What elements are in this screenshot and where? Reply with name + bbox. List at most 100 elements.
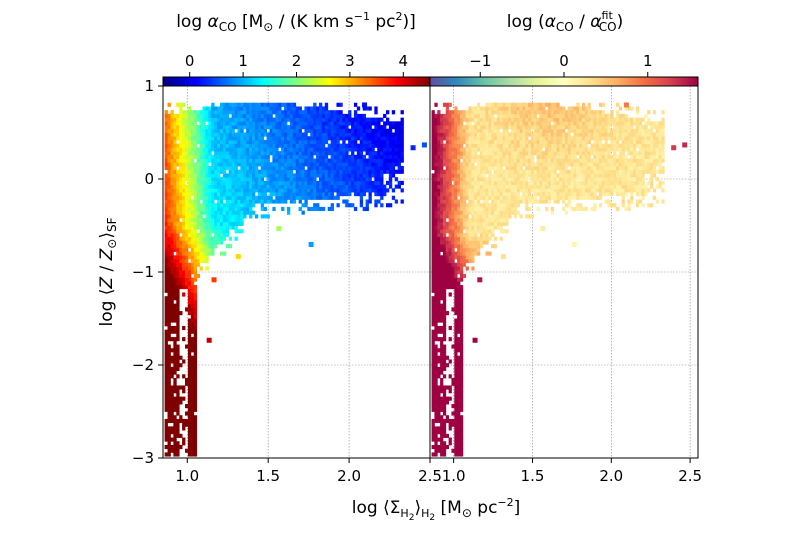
heatmap-cell	[187, 203, 192, 208]
heatmap-cell	[167, 322, 171, 327]
heatmap-cell	[440, 441, 444, 446]
heatmap-cell	[457, 389, 461, 394]
heatmap-cell	[448, 262, 452, 267]
heatmap-cell	[533, 106, 537, 111]
heatmap-cell	[190, 180, 195, 185]
heatmap-cell	[457, 210, 461, 215]
heatmap-cell	[295, 136, 300, 141]
heatmap-cell	[431, 188, 435, 193]
heatmap-cell	[208, 106, 212, 111]
heatmap-cell	[502, 117, 506, 122]
heatmap-cell	[362, 143, 366, 148]
heatmap-cell	[260, 199, 265, 204]
heatmap-cell	[457, 125, 461, 130]
heatmap-cell	[459, 251, 464, 256]
heatmap-cell	[336, 169, 340, 174]
heatmap-cell	[289, 177, 294, 182]
heatmap-cell	[313, 165, 317, 171]
heatmap-cell	[217, 162, 221, 167]
heatmap-cell	[516, 188, 520, 193]
heatmap-cell	[445, 106, 450, 111]
heatmap-cell	[211, 121, 215, 126]
heatmap-cell	[205, 203, 209, 208]
heatmap-cell	[434, 143, 438, 148]
heatmap-cell	[437, 374, 441, 379]
heatmap-cell	[295, 173, 300, 178]
heatmap-cell	[457, 132, 461, 137]
heatmap-cell	[170, 236, 174, 241]
heatmap-cell	[496, 154, 501, 159]
heatmap-cell	[476, 106, 481, 111]
heatmap-cell	[182, 221, 186, 226]
heatmap-cell	[176, 441, 180, 446]
heatmap-cell	[219, 232, 224, 238]
heatmap-cell	[437, 139, 441, 145]
heatmap-cell	[485, 165, 489, 171]
heatmap-cell	[196, 162, 200, 167]
heatmap-cell	[313, 206, 317, 212]
heatmap-cell	[193, 199, 198, 204]
heatmap-cell	[260, 203, 265, 208]
heatmap-cell	[307, 110, 311, 115]
heatmap-cell	[176, 407, 180, 412]
heatmap-cell	[182, 139, 186, 145]
heatmap-cell	[222, 206, 227, 212]
heatmap-cell	[440, 113, 444, 119]
heatmap-cell	[187, 225, 192, 230]
heatmap-cell	[545, 177, 549, 182]
heatmap-cell	[576, 180, 580, 185]
heatmap-cell	[176, 232, 180, 238]
heatmap-cell	[275, 173, 279, 178]
heatmap-cell	[513, 151, 518, 156]
heatmap-cell	[445, 262, 450, 267]
heatmap-cell	[494, 136, 498, 141]
heatmap-cell	[556, 151, 560, 156]
heatmap-cell	[491, 102, 495, 107]
heatmap-cell	[214, 113, 218, 119]
heatmap-cell	[522, 139, 526, 145]
heatmap-cell	[474, 251, 478, 256]
heatmap-cell	[454, 147, 458, 152]
heatmap-cell	[193, 121, 198, 126]
heatmap-cell	[260, 158, 265, 163]
heatmap-cell	[542, 113, 546, 119]
heatmap-cell	[190, 147, 195, 152]
heatmap-cell	[234, 125, 238, 130]
heatmap-cell	[260, 206, 265, 212]
heatmap-cell	[211, 277, 217, 283]
heatmap-cell	[440, 125, 444, 130]
heatmap-cell	[440, 229, 444, 234]
heatmap-cell	[313, 158, 317, 163]
heatmap-cell	[301, 177, 305, 182]
heatmap-cell	[260, 154, 265, 159]
heatmap-cell	[362, 147, 366, 152]
heatmap-cell	[164, 426, 168, 431]
heatmap-cell	[559, 121, 563, 126]
heatmap-cell	[225, 139, 230, 145]
heatmap-cell	[237, 154, 241, 159]
heatmap-cell	[454, 210, 458, 215]
heatmap-cell	[454, 106, 458, 111]
heatmap-cell	[193, 251, 198, 256]
heatmap-cell	[502, 143, 506, 148]
heatmap-cell	[214, 203, 218, 208]
heatmap-cell	[321, 195, 326, 200]
heatmap-cell	[193, 210, 198, 215]
heatmap-cell	[400, 158, 404, 163]
heatmap-cell	[316, 117, 320, 122]
heatmap-cell	[179, 199, 183, 204]
heatmap-cell	[167, 229, 171, 234]
heatmap-cell	[342, 143, 346, 148]
heatmap-cell	[205, 225, 209, 230]
heatmap-cell	[499, 136, 503, 141]
heatmap-cell	[530, 180, 535, 185]
heatmap-cell	[164, 422, 168, 427]
heatmap-cell	[182, 128, 186, 133]
heatmap-cell	[266, 184, 270, 189]
heatmap-cell	[208, 244, 212, 249]
heatmap-cell	[211, 236, 215, 241]
heatmap-cell	[516, 177, 520, 182]
heatmap-cell	[362, 184, 366, 189]
heatmap-cell	[434, 173, 438, 178]
heatmap-cell	[459, 296, 464, 301]
